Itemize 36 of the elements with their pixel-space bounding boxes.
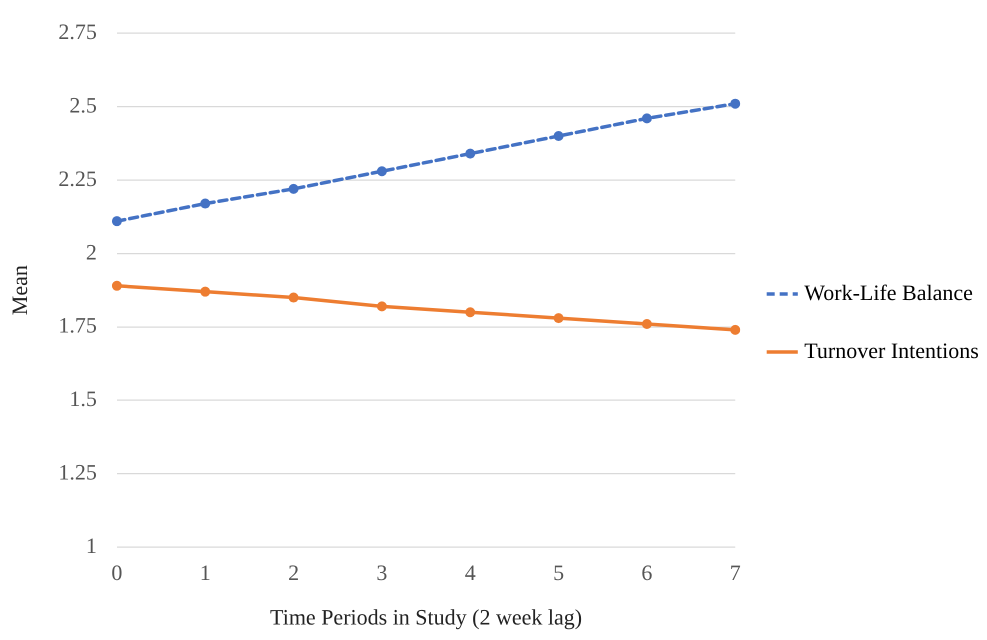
legend-label: Work-Life Balance: [804, 280, 973, 305]
x-tick-label: 7: [730, 560, 741, 586]
x-tick-label: 2: [288, 560, 300, 586]
point: [642, 318, 652, 329]
point: [376, 166, 387, 176]
x-axis-title: Time Periods in Study (2 week lag): [270, 604, 582, 630]
point: [376, 301, 387, 312]
y-tick-label: 1.25: [58, 460, 97, 485]
point: [465, 307, 476, 318]
y-tick-label: 2: [86, 239, 97, 264]
y-tick-label: 1.5: [69, 386, 97, 412]
y-tick-label: 2.25: [58, 166, 97, 191]
y-tick-label: 1.75: [58, 312, 97, 338]
point: [554, 131, 564, 141]
x-tick-label: 4: [464, 560, 476, 586]
y-tick-label: 1: [86, 532, 97, 558]
x-tick-label: 5: [553, 560, 564, 586]
point: [730, 98, 740, 109]
x-tick-label: 0: [111, 560, 122, 586]
legend-label: Turnover Intentions: [804, 338, 979, 363]
y-axis-title: Mean: [6, 265, 32, 316]
point: [288, 184, 299, 194]
point: [200, 198, 210, 209]
y-tick-label: 2.75: [58, 18, 97, 44]
x-tick-label: 3: [376, 560, 388, 586]
point: [730, 324, 740, 335]
x-tick-label: 6: [641, 560, 652, 586]
point: [288, 292, 299, 303]
point: [642, 113, 652, 124]
x-tick-label: 1: [200, 560, 211, 586]
y-tick-label: 2.5: [69, 92, 97, 118]
point: [200, 286, 210, 297]
point: [465, 148, 476, 159]
point: [112, 216, 122, 226]
point: [554, 313, 564, 324]
point: [112, 280, 122, 291]
